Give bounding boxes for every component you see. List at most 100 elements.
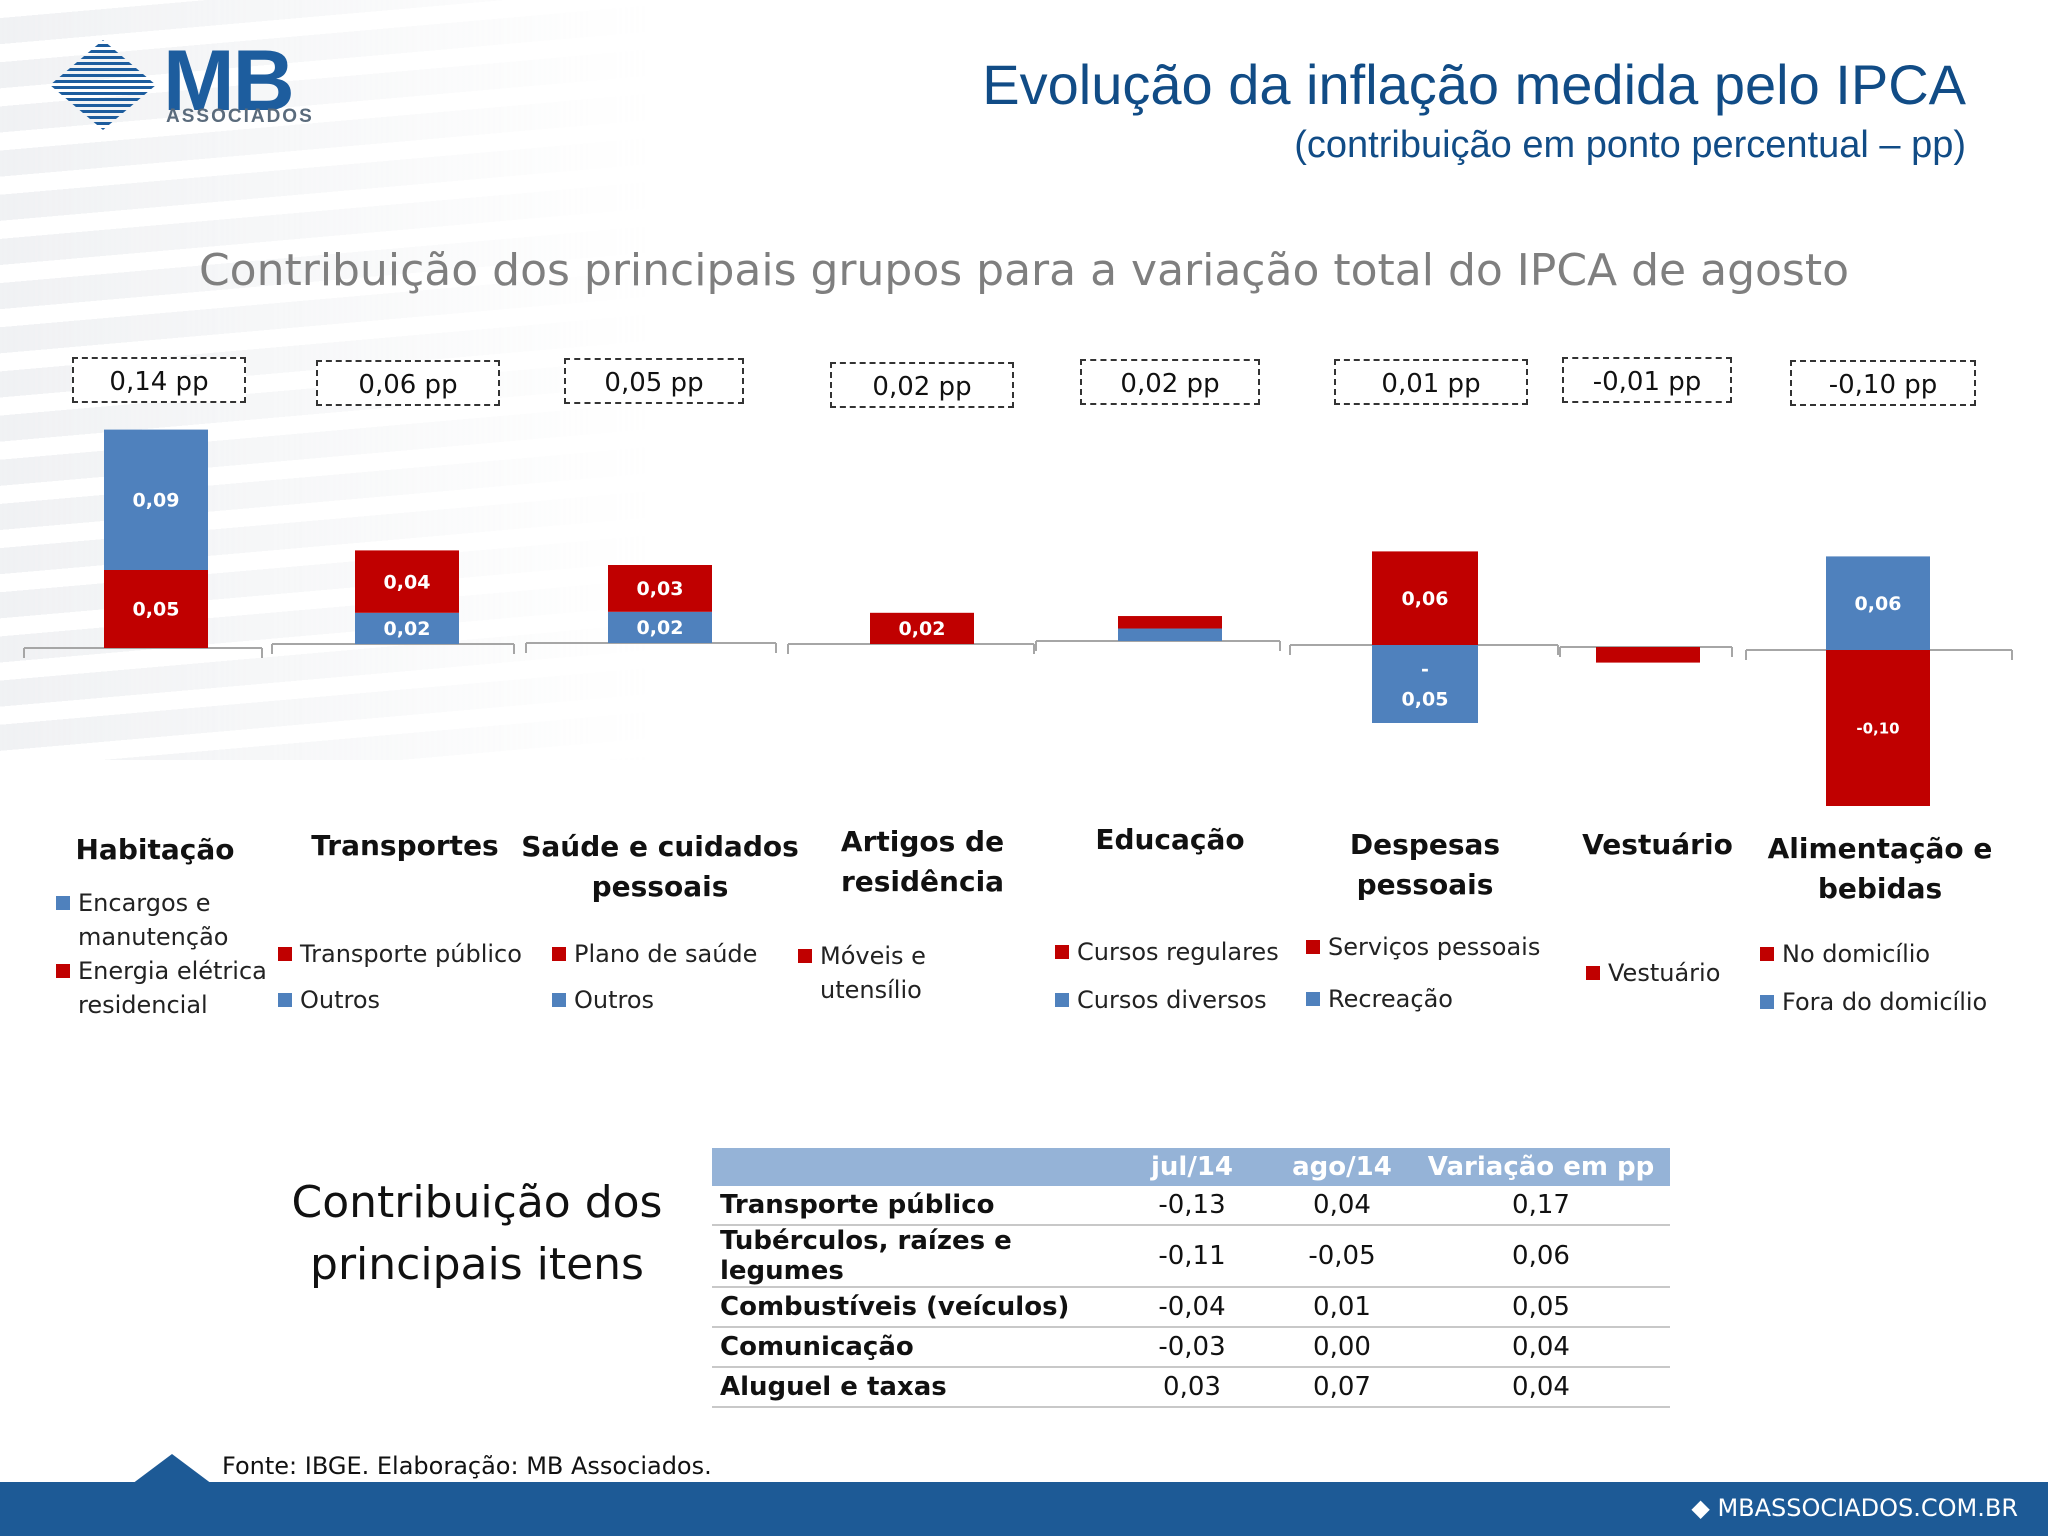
bar-segment <box>355 550 459 613</box>
group-title-educacao: Educação <box>1045 820 1295 860</box>
legend-transportes: Transporte público Outros <box>278 937 528 1017</box>
total-box-habitacao: 0,14 pp <box>72 357 246 403</box>
bar-data-label: 0,06 <box>1402 588 1449 610</box>
table-cell: 0,07 <box>1272 1367 1412 1408</box>
legend-swatch-blue <box>56 896 70 910</box>
bar-data-label: 0,06 <box>1855 593 1902 615</box>
table-cell: Combustíveis (veículos) <box>712 1287 1112 1328</box>
legend-item: manutenção <box>78 923 229 951</box>
legend-vestuario: Vestuário <box>1586 956 1766 990</box>
bar-data-label: 0,09 <box>133 489 180 511</box>
bar-segment <box>1372 551 1478 645</box>
legend-item: Recreação <box>1306 982 1546 1016</box>
table-row: Combustíveis (veículos) -0,04 0,01 0,05 <box>712 1287 1670 1328</box>
table-cell: Comunicação <box>712 1327 1112 1368</box>
legend-item: Plano de saúde <box>552 937 802 971</box>
legend-alimentacao: No domicílio Fora do domicílio <box>1760 937 2010 1019</box>
legend-item: Vestuário <box>1586 956 1766 990</box>
total-box-transportes: 0,06 pp <box>316 360 500 406</box>
legend-saude: Plano de saúde Outros <box>552 937 802 1017</box>
legend-swatch-blue <box>1306 992 1320 1006</box>
table-caption: Contribuição dos principais itens <box>282 1172 672 1296</box>
legend-item: residencial <box>78 991 208 1019</box>
group-title-text: Artigos de <box>840 825 1005 858</box>
legend-swatch-red <box>1306 940 1320 954</box>
bar-segment <box>608 611 712 643</box>
table-cell: -0,05 <box>1272 1225 1412 1288</box>
total-box-artigos: 0,02 pp <box>830 362 1014 408</box>
bar-segment <box>608 565 712 612</box>
group-title-despesas: Despesas pessoais <box>1290 825 1560 905</box>
page-subtitle: (contribuição em ponto percentual – pp) <box>1294 124 1966 166</box>
footer-url-text[interactable]: MBASSOCIADOS.COM.BR <box>1717 1494 2018 1522</box>
table-row: Aluguel e taxas 0,03 0,07 0,04 <box>712 1367 1670 1408</box>
bar-data-label: 0,05 <box>133 599 180 621</box>
legend-swatch-red <box>1055 945 1069 959</box>
bar-segment <box>104 429 208 570</box>
legend-item: Transporte público <box>278 937 528 971</box>
page-title-block: Evolução da inflação medida pelo IPCA (c… <box>982 50 1966 170</box>
table-header-cell: jul/14 <box>1112 1148 1272 1186</box>
table-header-cell: Variação em pp <box>1412 1148 1670 1186</box>
source-note: Fonte: IBGE. Elaboração: MB Associados. <box>222 1452 712 1480</box>
legend-item: Fora do domicílio <box>1760 985 2010 1019</box>
table-cell: 0,06 <box>1412 1225 1670 1288</box>
legend-swatch-red <box>1760 947 1774 961</box>
footer-url[interactable]: ◆ MBASSOCIADOS.COM.BR <box>1691 1494 2018 1522</box>
table-cell: 0,00 <box>1272 1327 1412 1368</box>
chart-title: Contribuição dos principais grupos para … <box>198 245 1850 296</box>
table-cell: -0,11 <box>1112 1225 1272 1288</box>
bar-segment <box>1118 616 1222 629</box>
total-box-saude: 0,05 pp <box>564 358 744 404</box>
total-box-vestuario: -0,01 pp <box>1562 357 1732 403</box>
bar-segment <box>1826 556 1930 650</box>
group-title-text: Transportes <box>311 829 499 862</box>
group-title-text: Educação <box>1095 823 1245 856</box>
logo-diamond-icon <box>50 40 156 130</box>
total-box-alimentacao: -0,10 pp <box>1790 360 1976 406</box>
bar-data-label: 0,04 <box>384 571 431 593</box>
bar-segment <box>355 612 459 644</box>
table-cell: 0,01 <box>1272 1287 1412 1328</box>
group-title-text: Alimentação e <box>1767 832 1993 865</box>
page-title: Evolução da inflação medida pelo IPCA <box>982 53 1966 116</box>
legend-artigos: Móveis e utensílio <box>798 939 1028 1007</box>
group-title-text: bebidas <box>1817 872 1943 905</box>
group-title-habitacao: Habitação <box>30 830 280 870</box>
table-header-row: jul/14 ago/14 Variação em pp <box>712 1148 1670 1186</box>
bar-data-label: -0,10 <box>1856 719 1899 737</box>
group-title-saude: Saúde e cuidados pessoais <box>520 827 800 907</box>
bar-data-label: 0,05 <box>1402 689 1449 711</box>
legend-item: Energia elétrica <box>56 954 276 988</box>
bar-data-label: 0,02 <box>899 618 946 640</box>
table-cell: -0,03 <box>1112 1327 1272 1368</box>
legend-swatch-red <box>798 949 812 963</box>
legend-swatch-blue <box>1760 995 1774 1009</box>
bar-data-label: 0,02 <box>637 617 684 639</box>
legend-swatch-blue <box>552 993 566 1007</box>
group-title-text: Habitação <box>75 833 235 866</box>
legend-swatch-red <box>56 964 70 978</box>
legend-swatch-blue <box>278 993 292 1007</box>
group-title-text: residência <box>840 865 1005 898</box>
table-caption-line: principais itens <box>310 1239 644 1290</box>
legend-item: Serviços pessoais <box>1306 930 1546 964</box>
total-box-despesas: 0,01 pp <box>1334 359 1528 405</box>
table-cell: -0,13 <box>1112 1186 1272 1226</box>
group-title-vestuario: Vestuário <box>1560 825 1755 865</box>
bar-data-label: - <box>1421 659 1429 681</box>
legend-swatch-red <box>278 947 292 961</box>
logo-subtext: ASSOCIADOS <box>166 106 314 127</box>
legend-educacao: Cursos regulares Cursos diversos <box>1055 935 1285 1017</box>
table-caption-line: Contribuição dos <box>291 1177 663 1228</box>
bar-segment <box>1596 647 1700 663</box>
table-row: Tubérculos, raízes e legumes -0,11 -0,05… <box>712 1225 1670 1288</box>
legend-item: Móveis e utensílio <box>798 939 1028 1007</box>
table-cell: Aluguel e taxas <box>712 1367 1112 1408</box>
group-title-transportes: Transportes <box>280 826 530 866</box>
group-title-text: Despesas pessoais <box>1349 828 1501 901</box>
legend-item: Outros <box>278 983 528 1017</box>
legend-item: Cursos regulares <box>1055 935 1285 969</box>
footer-bar <box>0 1482 2048 1536</box>
